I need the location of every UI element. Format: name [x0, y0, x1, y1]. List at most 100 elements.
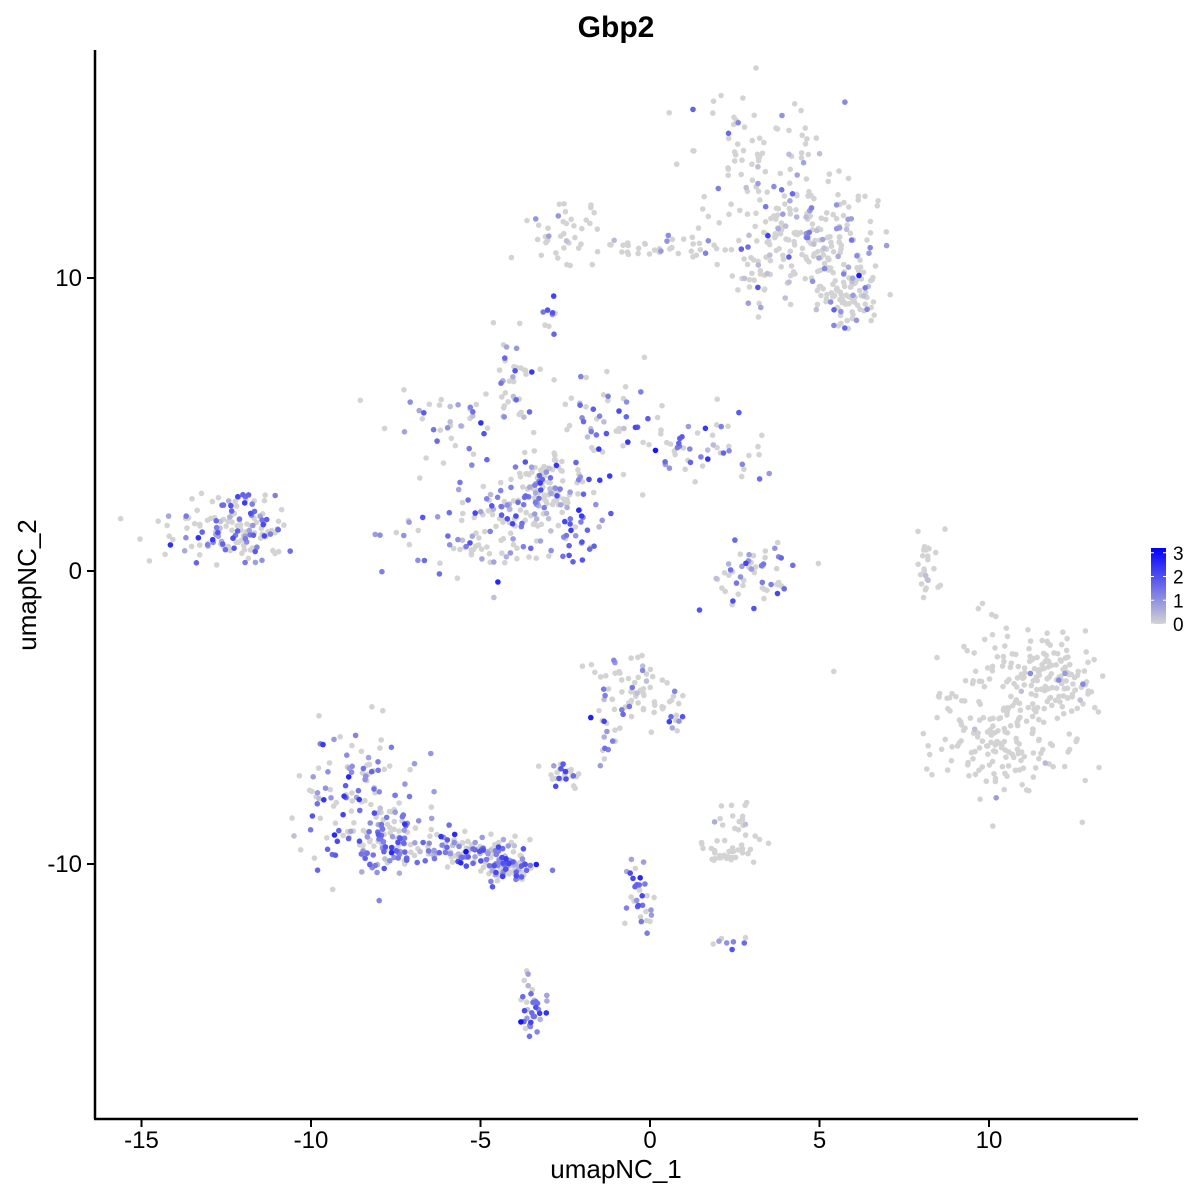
- cell-point: [976, 678, 983, 684]
- cell-point: [561, 201, 567, 207]
- cell-point: [726, 448, 732, 454]
- cell-point: [331, 736, 337, 743]
- cell-point: [786, 151, 792, 158]
- cell-point: [972, 668, 979, 675]
- cell-point: [953, 693, 959, 700]
- cell-point: [351, 820, 357, 826]
- cell-point: [527, 836, 533, 843]
- cell-point: [359, 869, 365, 875]
- cell-point: [745, 244, 751, 250]
- cell-point: [561, 230, 567, 237]
- cell-point: [1042, 658, 1048, 665]
- cell-point: [649, 673, 656, 680]
- cell-point: [503, 856, 509, 862]
- cell-point: [528, 1019, 534, 1026]
- cell-point: [512, 833, 518, 839]
- cell-point: [1021, 674, 1027, 681]
- cell-point: [666, 465, 673, 472]
- cell-point: [468, 552, 475, 558]
- cell-point: [552, 452, 558, 459]
- cell-point: [711, 819, 718, 825]
- cell-point: [723, 940, 730, 946]
- cell-point: [636, 887, 643, 893]
- cell-point: [170, 536, 176, 543]
- cell-point: [520, 993, 526, 1000]
- cell-point: [762, 168, 769, 175]
- cell-point: [932, 549, 939, 556]
- cell-point: [571, 223, 577, 229]
- cell-point: [521, 977, 527, 984]
- cell-point: [328, 795, 334, 801]
- cell-point: [862, 285, 868, 291]
- cell-point: [1067, 661, 1073, 668]
- cell-point: [996, 715, 1002, 722]
- cell-point: [727, 567, 734, 573]
- cell-point: [813, 306, 820, 313]
- cell-point: [473, 530, 479, 536]
- cell-point: [732, 854, 739, 861]
- cell-point: [1069, 694, 1075, 700]
- cell-point: [746, 284, 753, 290]
- cell-point: [578, 519, 584, 525]
- cell-point: [479, 834, 486, 841]
- cell-point: [1062, 664, 1068, 670]
- cell-point: [579, 663, 586, 669]
- cell-point: [231, 545, 237, 551]
- cell-point: [651, 247, 658, 253]
- cell-point: [948, 757, 955, 764]
- cell-point: [725, 561, 732, 567]
- cell-point: [765, 840, 772, 847]
- cell-point: [665, 232, 672, 239]
- cell-point: [786, 254, 792, 260]
- cell-point: [1074, 672, 1081, 679]
- cell-point: [842, 325, 848, 331]
- cell-point: [498, 537, 505, 544]
- cell-point: [541, 496, 548, 502]
- cell-point: [662, 459, 668, 465]
- cell-point: [1030, 750, 1037, 756]
- cell-point: [744, 211, 751, 217]
- cell-point: [427, 833, 433, 839]
- cell-point: [577, 402, 583, 409]
- cell-point: [368, 801, 374, 808]
- cell-point: [825, 178, 831, 185]
- x-tick-label: -15: [124, 1127, 159, 1154]
- cell-point: [489, 503, 495, 509]
- cell-point: [570, 773, 577, 779]
- cell-point: [1027, 670, 1034, 677]
- cell-point: [588, 714, 594, 721]
- cell-point: [259, 517, 265, 523]
- cell-point: [546, 233, 552, 239]
- cell-point: [332, 852, 339, 858]
- cell-point: [841, 199, 847, 206]
- cell-point: [555, 522, 562, 529]
- cell-point: [401, 835, 408, 841]
- cell-point: [533, 538, 540, 544]
- cell-point: [674, 444, 681, 451]
- cell-point: [415, 818, 422, 824]
- cell-point: [1080, 701, 1086, 707]
- cell-point: [593, 501, 599, 508]
- cell-point: [495, 844, 502, 850]
- cell-point: [721, 837, 728, 844]
- cell-point: [476, 535, 482, 541]
- cell-point: [508, 254, 515, 261]
- cell-point: [764, 587, 770, 594]
- cell-point: [516, 411, 522, 418]
- cell-point: [713, 422, 720, 428]
- cell-point: [246, 527, 253, 534]
- cell-point: [442, 849, 449, 856]
- cell-point: [702, 425, 709, 432]
- cell-point: [698, 839, 705, 846]
- cell-point: [522, 459, 529, 465]
- cell-point: [643, 671, 650, 677]
- cell-point: [819, 236, 826, 243]
- cell-point: [543, 510, 550, 517]
- cell-point: [853, 317, 860, 324]
- cell-point: [689, 234, 696, 241]
- cell-point: [370, 852, 377, 858]
- cell-point: [972, 771, 979, 778]
- cell-point: [778, 220, 785, 226]
- cell-point: [648, 912, 655, 918]
- cell-point: [1001, 725, 1008, 732]
